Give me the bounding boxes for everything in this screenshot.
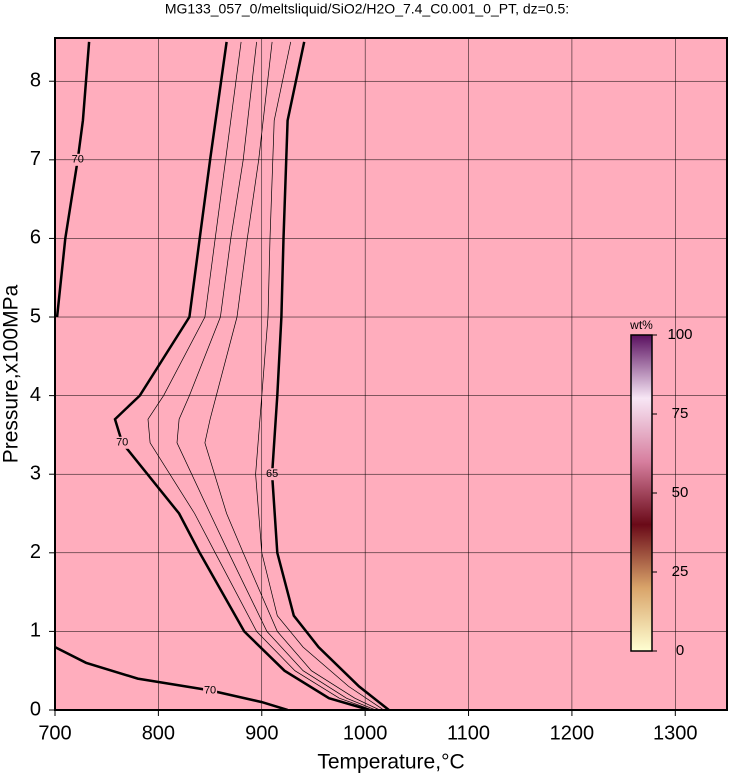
y-tick-label: 2 xyxy=(30,541,41,563)
x-tick-label: 800 xyxy=(142,722,175,744)
plot-background xyxy=(55,38,727,710)
y-tick-label: 5 xyxy=(30,305,41,327)
y-axis-label: Pressure,x100MPa xyxy=(0,284,23,463)
contour-label: 70 xyxy=(204,684,216,696)
x-tick-label: 1300 xyxy=(653,722,698,744)
colorbar-label: wt% xyxy=(629,318,653,332)
colorbar-tick-label: 100 xyxy=(667,326,692,343)
contour-label: 70 xyxy=(116,437,128,449)
y-tick-label: 3 xyxy=(30,462,41,484)
colorbar-tick-label: 25 xyxy=(672,563,689,580)
x-tick-label: 1200 xyxy=(550,722,595,744)
x-tick-label: 1100 xyxy=(447,722,490,744)
colorbar-tick-label: 50 xyxy=(672,484,689,501)
y-tick-label: 0 xyxy=(30,698,41,720)
y-tick-label: 8 xyxy=(30,70,41,92)
colorbar-tick-label: 75 xyxy=(672,405,689,422)
chart-title: MG133_057_0/meltsliquid/SiO2/H2O_7.4_C0.… xyxy=(165,1,569,17)
x-tick-label: 900 xyxy=(245,722,278,744)
x-tick-label: 1000 xyxy=(343,722,388,744)
y-tick-label: 4 xyxy=(30,384,41,406)
contour-line xyxy=(55,645,288,710)
plot-frame xyxy=(54,37,728,711)
contour-label-bg xyxy=(203,684,218,697)
contour-label-bg xyxy=(115,436,130,449)
y-tick-label: 1 xyxy=(30,620,41,642)
colorbar-tick-label: 0 xyxy=(676,642,684,659)
y-tick-label: 7 xyxy=(30,148,41,170)
x-tick-label: 700 xyxy=(38,722,71,744)
colorbar xyxy=(630,334,653,652)
y-tick-label: 6 xyxy=(30,227,41,249)
x-axis-label: Temperature,°C xyxy=(317,751,464,774)
